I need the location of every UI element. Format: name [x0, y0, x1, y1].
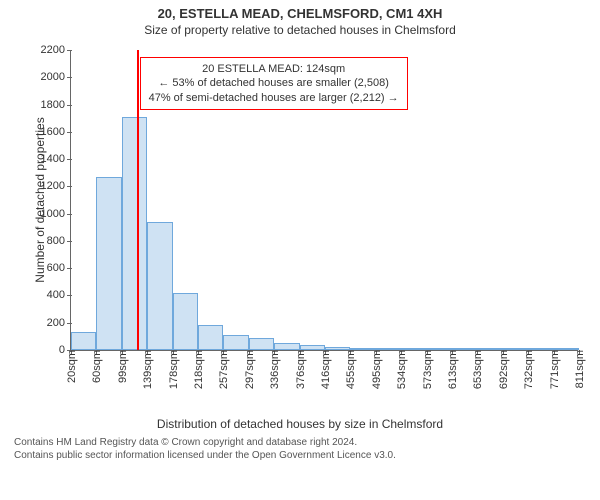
x-tick: 60sqm	[89, 350, 103, 383]
y-tick: 1600	[41, 126, 71, 138]
y-tick: 1200	[41, 180, 71, 192]
info-box-line: 47% of semi-detached houses are larger (…	[149, 91, 399, 105]
x-tick: 218sqm	[191, 350, 205, 389]
info-box-line: 20 ESTELLA MEAD: 124sqm	[149, 62, 399, 76]
x-tick: 20sqm	[64, 350, 78, 383]
y-tick: 1000	[41, 208, 71, 220]
footer-line-2: Contains public sector information licen…	[14, 450, 586, 463]
y-tick: 400	[47, 289, 71, 301]
x-axis-label: Distribution of detached houses by size …	[0, 417, 600, 431]
x-tick: 416sqm	[318, 350, 332, 389]
footer-line-1: Contains HM Land Registry data © Crown c…	[14, 437, 586, 450]
x-tick: 573sqm	[420, 350, 434, 389]
histogram-bar	[223, 335, 248, 350]
x-tick: 653sqm	[470, 350, 484, 389]
histogram-bar	[274, 343, 299, 351]
x-tick: 732sqm	[521, 350, 535, 389]
histogram-bar	[147, 222, 172, 350]
chart-area: Number of detached properties 0200400600…	[10, 43, 590, 413]
x-tick: 534sqm	[394, 350, 408, 389]
x-tick: 613sqm	[445, 350, 459, 389]
x-tick: 495sqm	[369, 350, 383, 389]
page-subtitle: Size of property relative to detached ho…	[0, 23, 600, 37]
x-tick: 811sqm	[572, 350, 586, 388]
y-tick: 2200	[41, 44, 71, 56]
y-tick: 200	[47, 317, 71, 329]
x-tick: 376sqm	[293, 350, 307, 389]
y-tick: 800	[47, 235, 71, 247]
x-tick: 297sqm	[242, 350, 256, 389]
x-tick: 257sqm	[216, 350, 230, 389]
page-title: 20, ESTELLA MEAD, CHELMSFORD, CM1 4XH	[0, 6, 600, 21]
info-box: 20 ESTELLA MEAD: 124sqm← 53% of detached…	[140, 57, 408, 110]
x-tick: 692sqm	[496, 350, 510, 389]
y-tick: 1800	[41, 99, 71, 111]
histogram-bar	[198, 325, 223, 350]
x-tick: 771sqm	[547, 350, 561, 389]
y-tick: 1400	[41, 153, 71, 165]
histogram-bar	[96, 177, 121, 350]
histogram-bar	[71, 332, 96, 350]
y-tick: 2000	[41, 71, 71, 83]
y-tick: 600	[47, 262, 71, 274]
x-tick: 336sqm	[267, 350, 281, 389]
histogram-bar	[249, 338, 274, 350]
x-tick: 178sqm	[166, 350, 180, 389]
info-box-line: ← 53% of detached houses are smaller (2,…	[149, 76, 399, 90]
x-tick: 99sqm	[115, 350, 129, 383]
x-tick: 455sqm	[343, 350, 357, 389]
plot-area: 0200400600800100012001400160018002000220…	[70, 51, 578, 351]
footer-attribution: Contains HM Land Registry data © Crown c…	[14, 437, 586, 462]
histogram-bar	[173, 293, 198, 350]
histogram-bar	[122, 117, 147, 350]
x-tick: 139sqm	[140, 350, 154, 389]
